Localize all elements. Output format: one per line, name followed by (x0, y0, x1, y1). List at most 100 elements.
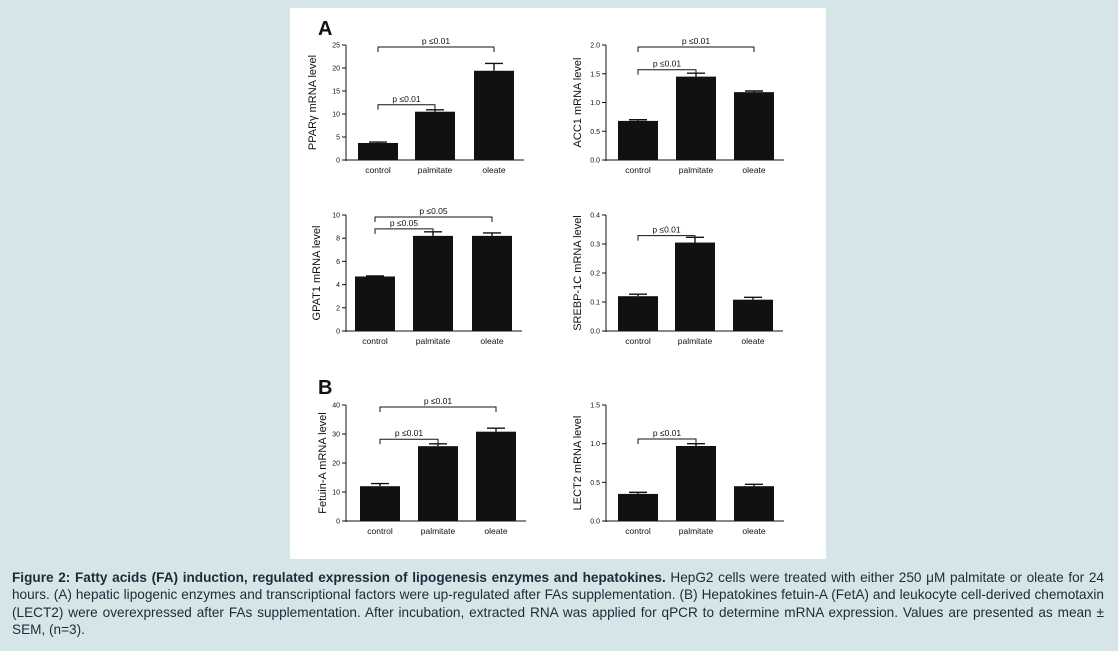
y-tick-label: 15 (332, 89, 340, 96)
caption-title: Figure 2: Fatty acids (FA) induction, re… (12, 570, 666, 585)
panel-label-b: B (318, 377, 332, 399)
bar-chart-1: 0 5 10 15 20 25 PPARγ mRNA level control palmita… (307, 36, 524, 175)
bar-chart-3: 0 2 4 6 8 10 GPAT1 mRNA level control palmitate o… (311, 206, 522, 346)
y-tick-label: 0.5 (590, 480, 600, 487)
y-tick-label: 5 (336, 135, 340, 142)
y-tick-label: 0.4 (590, 213, 600, 220)
category-label: control (367, 526, 393, 536)
category-label: oleate (480, 336, 503, 346)
y-tick-label: 0.3 (590, 242, 600, 249)
category-label: oleate (742, 526, 765, 536)
panel-label-a: A (318, 18, 332, 40)
significance-label: p ≤0.01 (395, 428, 424, 438)
y-tick-label: 10 (332, 213, 340, 220)
significance-bracket (377, 46, 495, 52)
y-axis-label: ACC1 mRNA level (572, 58, 584, 148)
bar (474, 70, 514, 160)
significance-bracket (637, 69, 697, 75)
significance-label: p ≤0.01 (424, 396, 453, 406)
bar (618, 493, 658, 521)
significance-label: p ≤0.01 (422, 36, 451, 46)
category-label: control (625, 336, 651, 346)
y-axis-label: LECT2 mRNA level (572, 416, 584, 511)
category-label: oleate (484, 526, 507, 536)
y-tick-label: 0.0 (590, 329, 600, 336)
category-label: oleate (742, 165, 765, 175)
category-label: palmitate (679, 165, 714, 175)
category-label: palmitate (678, 336, 713, 346)
significance-bracket (374, 228, 434, 234)
bar (733, 299, 773, 331)
bar-chart-2: 0.0 0.5 1.0 1.5 2.0 ACC1 mRNA level control pal… (572, 36, 784, 175)
bar (676, 76, 716, 160)
caption-body: HepG2 cells were treated with either 250… (12, 570, 1104, 638)
y-tick-label: 6 (336, 259, 340, 266)
y-axis-label: PPARγ mRNA level (307, 55, 319, 150)
y-tick-label: 2.0 (590, 43, 600, 50)
significance-label: p ≤0.01 (682, 36, 711, 46)
y-tick-label: 1.0 (590, 100, 600, 107)
bar (675, 242, 715, 331)
y-axis-label: GPAT1 mRNA level (311, 226, 323, 321)
category-label: control (365, 165, 391, 175)
bar (418, 446, 458, 521)
significance-label: p ≤0.05 (390, 218, 419, 228)
y-tick-label: 0.0 (590, 519, 600, 526)
y-tick-label: 0.5 (590, 129, 600, 136)
y-tick-label: 0 (336, 329, 340, 336)
category-label: palmitate (418, 165, 453, 175)
significance-bracket (637, 438, 697, 445)
significance-bracket (379, 406, 497, 412)
y-axis-label: Fetuin-A mRNA level (317, 412, 329, 513)
bar (413, 235, 453, 331)
y-tick-label: 25 (332, 43, 340, 50)
y-tick-label: 40 (332, 403, 340, 410)
y-tick-label: 1.5 (590, 403, 600, 410)
y-tick-label: 0 (336, 158, 340, 165)
y-tick-label: 1.0 (590, 441, 600, 448)
category-label: palmitate (679, 526, 714, 536)
bar (355, 276, 395, 331)
y-tick-label: 10 (332, 490, 340, 497)
y-tick-label: 0.2 (590, 271, 600, 278)
category-label: control (625, 165, 651, 175)
significance-label: p ≤0.01 (392, 94, 421, 104)
y-tick-label: 0.0 (590, 158, 600, 165)
bar (734, 92, 774, 160)
y-tick-label: 0 (336, 519, 340, 526)
bar (676, 445, 716, 521)
bar (618, 120, 658, 160)
significance-label: p ≤0.05 (419, 206, 448, 216)
y-tick-label: 10 (332, 112, 340, 119)
significance-label: p ≤0.01 (653, 428, 682, 438)
significance-bracket (379, 438, 439, 445)
bar (618, 296, 658, 331)
y-tick-label: 8 (336, 236, 340, 243)
y-tick-label: 2 (336, 305, 340, 312)
y-tick-label: 20 (332, 461, 340, 468)
bar (734, 486, 774, 521)
bar (360, 486, 400, 521)
bar-chart-6: 0.0 0.5 1.0 1.5 LECT2 mRNA level control palmi… (572, 403, 784, 536)
category-label: oleate (741, 336, 764, 346)
significance-label: p ≤0.01 (652, 225, 681, 235)
y-tick-label: 30 (332, 432, 340, 439)
y-tick-label: 4 (336, 282, 340, 289)
y-tick-label: 20 (332, 66, 340, 73)
bar (476, 431, 516, 521)
y-axis-label: SREBP-1C mRNA level (572, 215, 584, 331)
figure-caption: Figure 2: Fatty acids (FA) induction, re… (12, 569, 1104, 639)
bar (415, 111, 455, 160)
category-label: control (362, 336, 388, 346)
category-label: palmitate (416, 336, 451, 346)
significance-bracket (637, 235, 696, 241)
bar (358, 142, 398, 160)
figure-panel: A B 0 5 10 15 20 25 PPARγ mRNA level control pal… (290, 8, 826, 559)
bar (472, 235, 512, 331)
significance-bracket (374, 216, 493, 222)
category-label: palmitate (421, 526, 456, 536)
category-label: control (625, 526, 651, 536)
